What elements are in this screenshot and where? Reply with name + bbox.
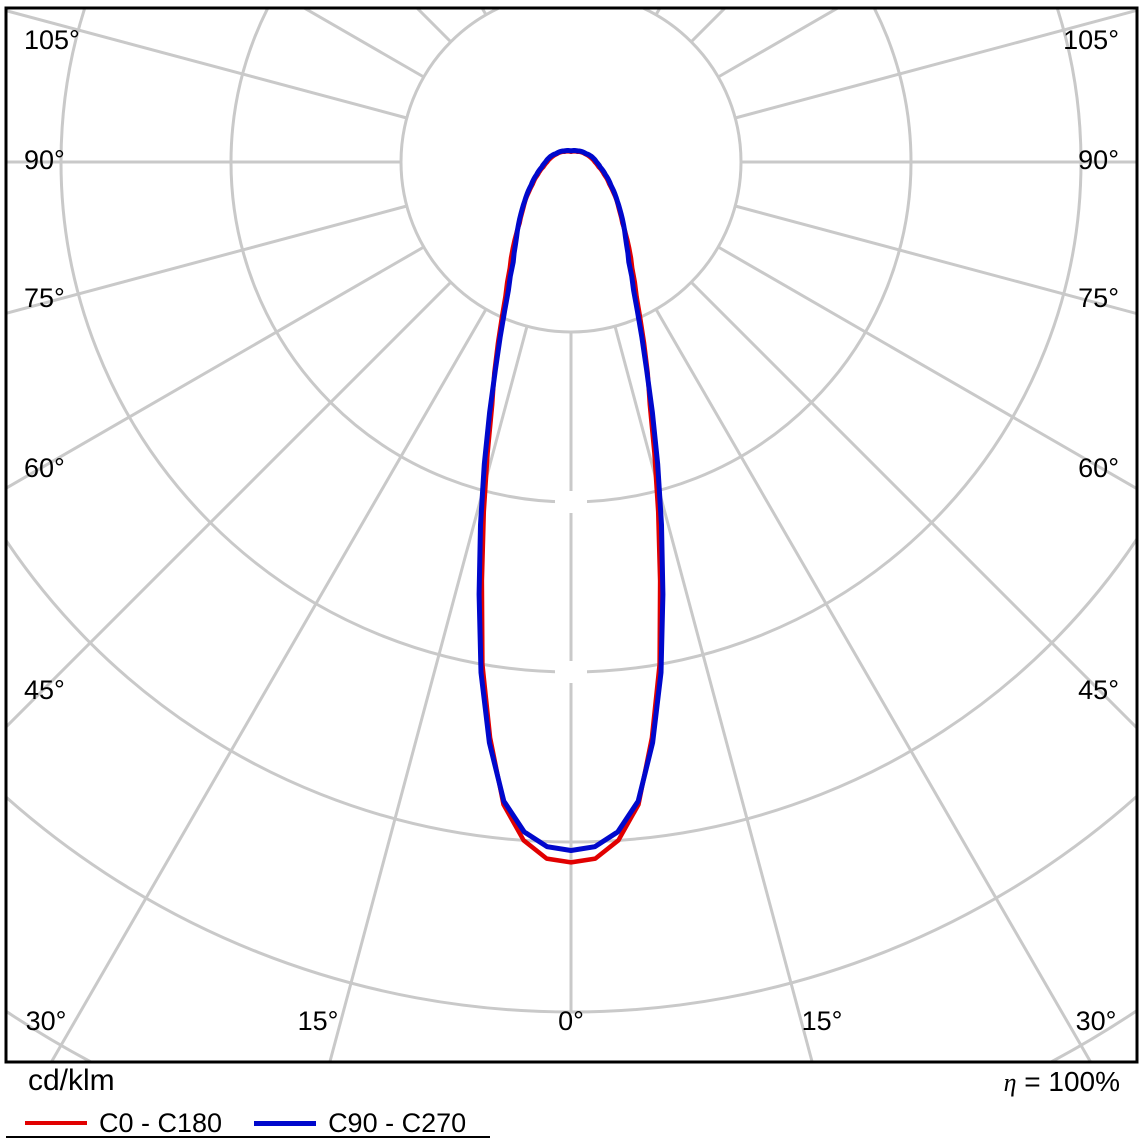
legend-swatch-c90-c270 bbox=[254, 1120, 317, 1126]
ring-label-blanks bbox=[555, 491, 587, 683]
svg-text:60°: 60° bbox=[1078, 453, 1119, 483]
svg-text:90°: 90° bbox=[24, 145, 65, 175]
legend-label-c90-c270: C90 - C270 bbox=[328, 1108, 467, 1138]
svg-text:90°: 90° bbox=[1078, 145, 1119, 175]
svg-text:75°: 75° bbox=[1078, 283, 1119, 313]
efficiency-label: η = 100% bbox=[1004, 1066, 1120, 1098]
curve-c90-c270 bbox=[476, 148, 666, 853]
legend-swatch-c0-c180 bbox=[25, 1121, 87, 1125]
legend-label-c0-c180: C0 - C180 bbox=[99, 1108, 223, 1138]
legend: C0 - C180 C90 - C270 bbox=[25, 1108, 467, 1138]
svg-text:75°: 75° bbox=[24, 283, 65, 313]
svg-text:45°: 45° bbox=[1078, 675, 1119, 705]
svg-text:60°: 60° bbox=[24, 453, 65, 483]
svg-text:15°: 15° bbox=[298, 1006, 339, 1036]
svg-text:0°: 0° bbox=[558, 1006, 584, 1036]
unit-label: cd/klm bbox=[28, 1064, 115, 1097]
svg-text:45°: 45° bbox=[24, 675, 65, 705]
svg-text:15°: 15° bbox=[802, 1006, 843, 1036]
svg-text:30°: 30° bbox=[1076, 1006, 1117, 1036]
svg-text:105°: 105° bbox=[1063, 25, 1119, 55]
bottom-divider bbox=[6, 1136, 490, 1138]
angle-labels: 105° 90° 75° 60° 45° 105° 90° 75° 60° 45° 30° 15° 0°… bbox=[24, 25, 1119, 1036]
efficiency-value: = 100% bbox=[1024, 1066, 1120, 1097]
plot-border bbox=[4, 6, 1139, 1064]
svg-text:30°: 30° bbox=[26, 1006, 67, 1036]
eta-symbol: η bbox=[1003, 1068, 1017, 1097]
svg-text:105°: 105° bbox=[24, 25, 80, 55]
